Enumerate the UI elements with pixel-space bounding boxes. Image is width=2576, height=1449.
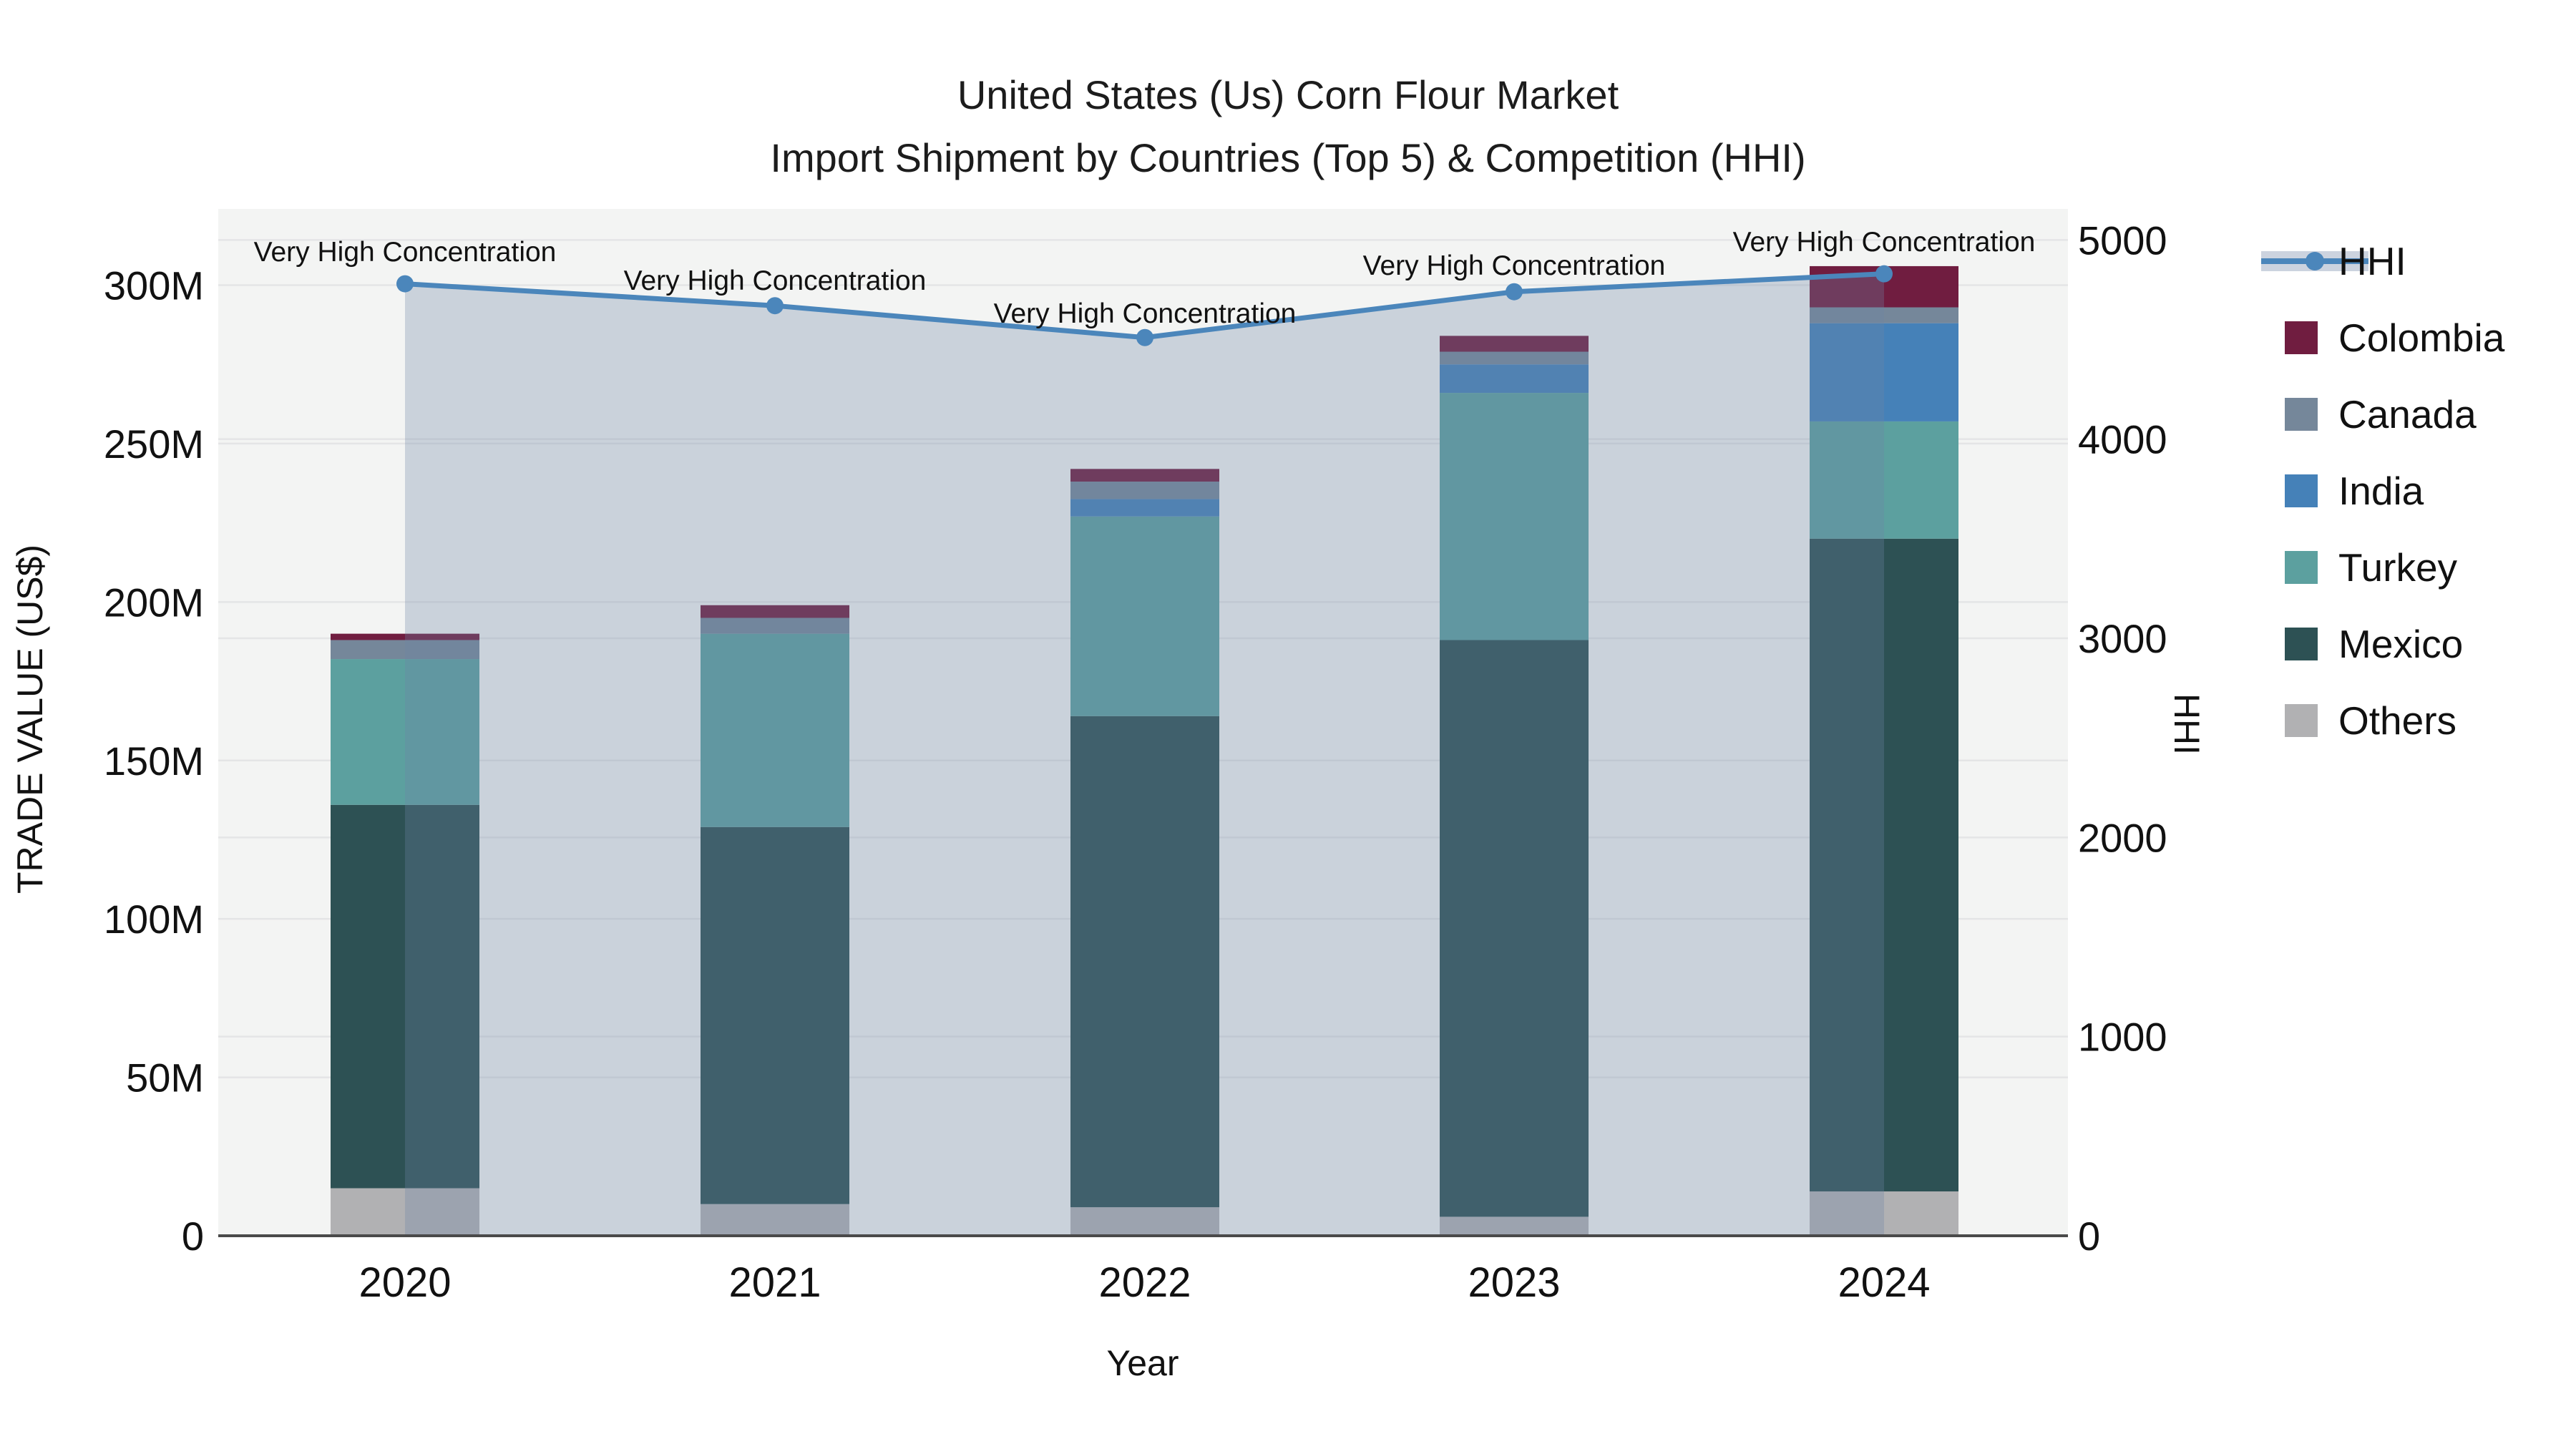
legend-label-hhi: HHI bbox=[2338, 239, 2406, 283]
y-right-tick-1000: 1000 bbox=[2078, 1015, 2167, 1060]
bar-segment-india-2024[interactable] bbox=[1810, 323, 1958, 421]
x-tick-2022: 2022 bbox=[1098, 1259, 1191, 1306]
legend-swatch-turkey-icon bbox=[2285, 551, 2318, 584]
legend-label-canada: Canada bbox=[2338, 392, 2477, 436]
bar-segment-mexico-2024[interactable] bbox=[1810, 538, 1958, 1192]
hhi-marker-2022[interactable] bbox=[1136, 328, 1153, 346]
hhi-marker-2024[interactable] bbox=[1875, 265, 1893, 283]
annotation-2020: Very High Concentration bbox=[254, 237, 557, 268]
y-left-tick-50M: 50M bbox=[126, 1055, 204, 1101]
legend-label-colombia: Colombia bbox=[2338, 316, 2505, 360]
annotation-2022: Very High Concentration bbox=[994, 298, 1297, 329]
bar-segment-colombia-2021[interactable] bbox=[701, 605, 849, 618]
y-left-tick-300M: 300M bbox=[104, 263, 204, 308]
bar-segment-turkey-2023[interactable] bbox=[1440, 393, 1589, 640]
bar-segment-canada-2024[interactable] bbox=[1810, 307, 1958, 323]
bar-segment-turkey-2024[interactable] bbox=[1810, 421, 1958, 539]
x-tick-2021: 2021 bbox=[728, 1259, 821, 1306]
hhi-area-fill bbox=[405, 273, 1884, 1236]
hhi-marker-2020[interactable] bbox=[396, 275, 414, 293]
legend-swatch-colombia-icon bbox=[2285, 321, 2318, 354]
legend-swatch-others-icon bbox=[2285, 704, 2318, 737]
bar-segment-canada-2021[interactable] bbox=[701, 618, 849, 634]
y-right-tick-3000: 3000 bbox=[2078, 616, 2167, 661]
y-left-tick-200M: 200M bbox=[104, 580, 204, 625]
y-right-tick-5000: 5000 bbox=[2078, 218, 2167, 263]
hhi-line-sample-icon bbox=[2261, 241, 2368, 281]
annotation-2023: Very High Concentration bbox=[1363, 250, 1666, 281]
bar-segment-india-2022[interactable] bbox=[1070, 499, 1219, 517]
y-left-axis-title: TRADE VALUE (US$) bbox=[10, 544, 50, 894]
y-left-tick-150M: 150M bbox=[104, 738, 204, 784]
legend-swatch-canada-icon bbox=[2285, 398, 2318, 431]
chart-title-line2: Import Shipment by Countries (Top 5) & C… bbox=[770, 135, 1806, 180]
bar-segment-mexico-2021[interactable] bbox=[701, 826, 849, 1204]
bar-segment-mexico-2020[interactable] bbox=[331, 804, 479, 1189]
bar-segment-canada-2020[interactable] bbox=[331, 640, 479, 660]
bar-segment-mexico-2022[interactable] bbox=[1070, 716, 1219, 1208]
hhi-marker-2023[interactable] bbox=[1506, 283, 1523, 301]
y-right-tick-0: 0 bbox=[2078, 1214, 2100, 1259]
hhi-marker-icon bbox=[2306, 252, 2324, 270]
annotation-2021: Very High Concentration bbox=[624, 265, 927, 296]
y-right-axis-title: HHI bbox=[2167, 693, 2207, 756]
bar-segment-turkey-2021[interactable] bbox=[701, 633, 849, 827]
hhi-marker-2021[interactable] bbox=[766, 297, 784, 315]
legend-label-mexico: Mexico bbox=[2338, 622, 2464, 666]
legend-swatch-mexico-icon bbox=[2285, 628, 2318, 660]
x-tick-2024: 2024 bbox=[1838, 1259, 1930, 1306]
bar-segment-others-2021[interactable] bbox=[701, 1204, 849, 1236]
legend-label-turkey: Turkey bbox=[2338, 545, 2458, 590]
x-axis-title: Year bbox=[1106, 1343, 1179, 1383]
bar-segment-others-2022[interactable] bbox=[1070, 1207, 1219, 1236]
bar-segment-turkey-2022[interactable] bbox=[1070, 516, 1219, 716]
bar-segment-others-2024[interactable] bbox=[1810, 1191, 1958, 1236]
y-left-tick-250M: 250M bbox=[104, 421, 204, 467]
y-right-tick-4000: 4000 bbox=[2078, 417, 2167, 462]
x-tick-2020: 2020 bbox=[358, 1259, 451, 1306]
bar-segment-others-2023[interactable] bbox=[1440, 1216, 1589, 1236]
bar-segment-canada-2023[interactable] bbox=[1440, 351, 1589, 365]
legend-label-india: India bbox=[2338, 469, 2424, 513]
annotation-2024: Very High Concentration bbox=[1733, 227, 2036, 258]
chart-title-line1: United States (Us) Corn Flour Market bbox=[957, 72, 1619, 117]
y-right-tick-2000: 2000 bbox=[2078, 815, 2167, 860]
bar-segment-others-2020[interactable] bbox=[331, 1188, 479, 1236]
bar-segment-colombia-2020[interactable] bbox=[331, 633, 479, 640]
y-left-tick-100M: 100M bbox=[104, 897, 204, 942]
x-tick-2023: 2023 bbox=[1468, 1259, 1560, 1306]
legend-label-others: Others bbox=[2338, 698, 2457, 743]
bar-segment-mexico-2023[interactable] bbox=[1440, 640, 1589, 1217]
legend: HHI Colombia Canada India Turkey Mexico Others bbox=[2261, 0, 2576, 1449]
y-left-tick-0: 0 bbox=[182, 1214, 204, 1259]
bar-segment-india-2023[interactable] bbox=[1440, 364, 1589, 394]
bar-segment-canada-2022[interactable] bbox=[1070, 482, 1219, 499]
bar-segment-colombia-2023[interactable] bbox=[1440, 336, 1589, 352]
bar-segment-turkey-2020[interactable] bbox=[331, 659, 479, 805]
legend-swatch-india-icon bbox=[2285, 474, 2318, 507]
bar-segment-colombia-2022[interactable] bbox=[1070, 469, 1219, 482]
